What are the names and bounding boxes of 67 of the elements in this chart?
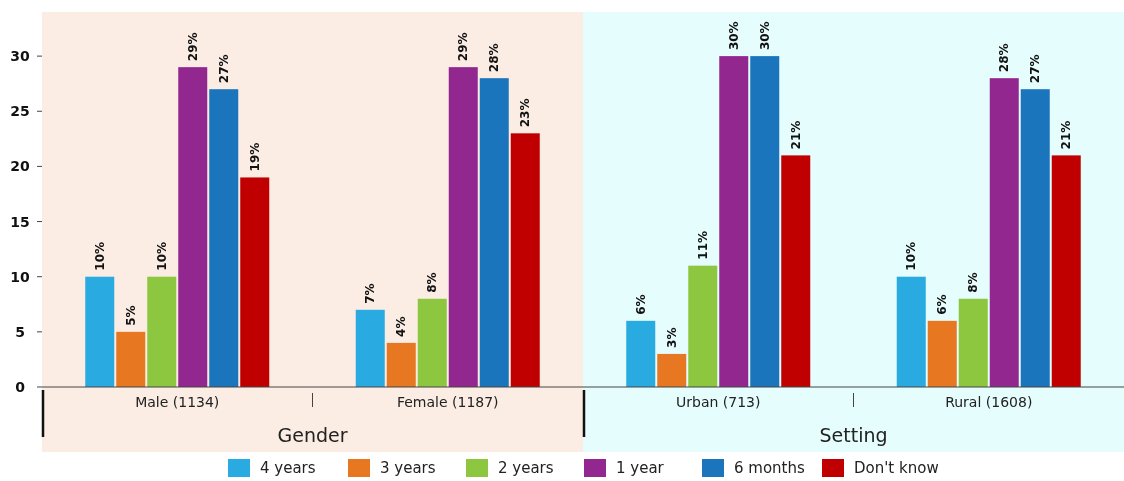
y-tick-label: 10 [10,268,30,285]
data-label: 21% [788,120,803,150]
bar [116,331,146,387]
bar [240,177,270,387]
y-tick-label: 30 [10,48,30,65]
data-label: 3% [664,327,679,348]
data-label: 29% [185,32,200,62]
bar [85,276,115,387]
bar [178,67,208,387]
bar [927,320,957,387]
bar [958,298,988,387]
y-tick-label: 5 [15,323,25,340]
data-label: 8% [425,272,440,293]
data-label: 8% [966,272,981,293]
x-tick-label: Urban (713) [676,394,761,410]
bar [147,276,177,387]
data-label: 27% [1028,54,1043,84]
data-label: 10% [92,241,107,271]
y-tick-label: 25 [10,103,30,120]
bar [750,56,780,387]
legend-label: 6 months [734,459,805,477]
data-label: 21% [1059,120,1074,150]
data-label: 30% [726,21,741,51]
bar [479,78,509,387]
band-label: Gender [277,424,348,446]
bar [688,265,718,387]
data-label: 4% [394,316,409,337]
data-label: 6% [633,294,648,315]
data-label: 10% [904,241,919,271]
data-label: 6% [935,294,950,315]
bar [626,320,656,387]
bar [355,309,385,387]
y-tick-label: 15 [10,213,30,230]
y-tick-label: 0 [15,379,26,395]
data-label: 30% [757,21,772,51]
bar [417,298,447,387]
legend-label: Don't know [854,459,939,477]
data-label: 28% [997,43,1012,73]
bar [719,56,749,387]
data-label: 11% [695,230,710,260]
bar [1020,89,1050,387]
bar [896,276,926,387]
legend-label: 1 year [616,459,665,477]
bar [386,342,416,387]
bar [209,89,239,387]
x-tick-label: Male (1134) [135,394,220,410]
data-label: 29% [456,32,471,62]
bar [989,78,1019,387]
y-tick-label: 20 [10,158,30,175]
data-label: 5% [123,305,138,326]
data-label: 7% [363,283,378,304]
bar [1051,155,1081,387]
legend-label: 2 years [498,459,554,477]
data-label: 27% [216,54,231,84]
bar [781,155,811,387]
bar [657,353,687,387]
bar [510,133,540,387]
data-label: 23% [518,98,533,128]
legend-label: 3 years [380,459,436,477]
data-label: 10% [154,241,169,271]
legend-label: 4 years [260,459,316,477]
bar [448,67,478,387]
x-tick-label: Female (1187) [396,394,499,410]
x-tick-label: Rural (1608) [945,394,1033,410]
band-label: Setting [819,424,888,446]
data-label: 28% [487,43,502,73]
data-label: 19% [247,142,262,172]
